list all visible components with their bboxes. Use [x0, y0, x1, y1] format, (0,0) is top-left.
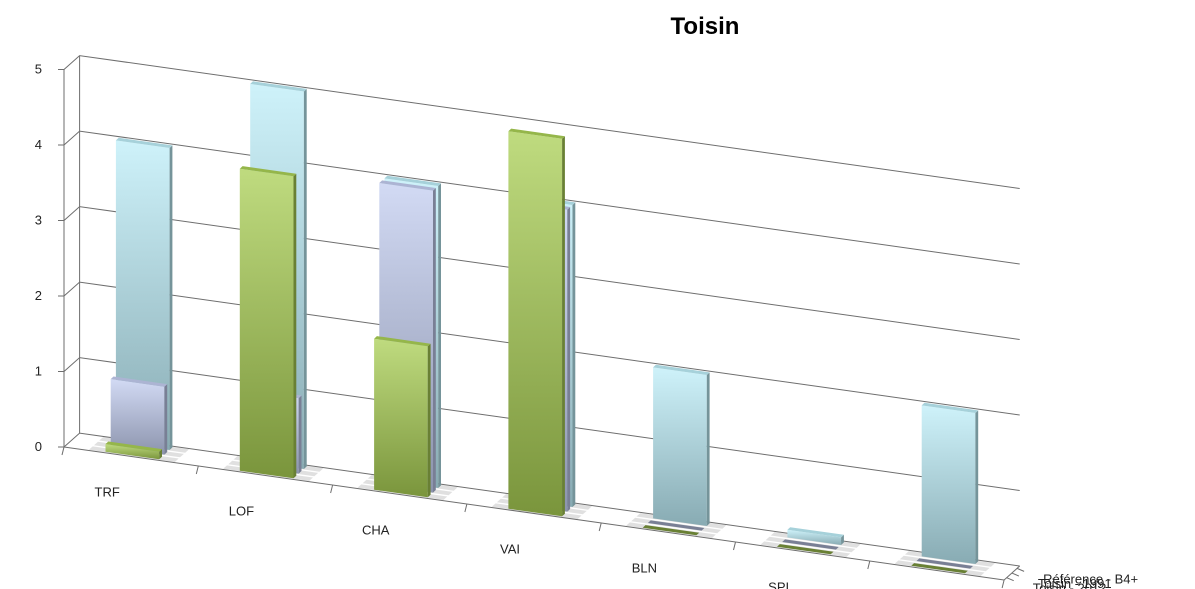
- depth-tick: [1011, 572, 1020, 577]
- y-tick-label: 3: [35, 213, 42, 228]
- series-label: Toisin - 1991: [1038, 576, 1112, 589]
- bar-front: [921, 405, 976, 564]
- series-label: Référence - B4+: [1043, 571, 1138, 586]
- y-tick-label: 4: [35, 137, 42, 152]
- bar: [770, 527, 861, 548]
- category-label: SPI: [768, 580, 789, 589]
- bar-front: [508, 131, 563, 517]
- bar: [905, 402, 995, 567]
- bar-side: [567, 207, 571, 512]
- bar-top: [374, 336, 431, 347]
- bar-side: [164, 384, 168, 455]
- bar-base: [916, 558, 973, 569]
- bar: [765, 536, 856, 553]
- bar-side: [427, 343, 431, 498]
- category-label: TRF: [95, 485, 120, 500]
- axis-labels: 012345TRFLOFCHAVAIBLNSPIGOUToisin - 2012…: [35, 62, 1138, 589]
- bar: [894, 560, 985, 576]
- y-tick-label: 0: [35, 439, 42, 454]
- x-tick: [598, 522, 602, 532]
- bar-top: [110, 376, 168, 387]
- x-tick: [61, 446, 65, 456]
- bar-base: [647, 520, 705, 531]
- x-axis-line: [63, 446, 1005, 581]
- plot-area: [88, 81, 995, 576]
- depth-axis-line: [1003, 565, 1021, 581]
- bar-top: [508, 128, 565, 139]
- bar-side: [159, 449, 162, 460]
- bar-side: [169, 145, 173, 450]
- bar-side: [303, 88, 307, 470]
- category-label: VAI: [500, 542, 520, 557]
- y-tick-label: 5: [35, 62, 42, 77]
- bar: [760, 541, 851, 557]
- bar-base: [782, 539, 839, 550]
- category-label: LOF: [229, 504, 254, 519]
- x-tick: [195, 465, 199, 475]
- category-label: CHA: [362, 523, 390, 538]
- bar-top: [250, 81, 307, 92]
- bar: [223, 166, 313, 481]
- bar-front: [787, 529, 842, 545]
- bar: [631, 517, 722, 534]
- bar-side: [975, 410, 979, 564]
- chart-grid: [58, 55, 1025, 589]
- bar-base: [642, 525, 700, 536]
- bar: [899, 555, 990, 572]
- bar-top: [239, 166, 297, 177]
- bar: [626, 522, 716, 538]
- category-label: BLN: [632, 561, 657, 576]
- bar-front: [239, 168, 294, 479]
- bar: [491, 128, 582, 519]
- bar-side: [572, 202, 576, 507]
- bar-front: [374, 338, 428, 498]
- bar-front: [110, 379, 165, 455]
- x-tick: [1001, 579, 1005, 589]
- x-tick: [867, 560, 871, 570]
- bar-top: [787, 527, 844, 538]
- x-tick: [733, 541, 736, 551]
- bar-base: [777, 544, 834, 555]
- bar-front: [653, 367, 707, 526]
- bar-front: [105, 444, 160, 460]
- bar-front: [115, 140, 170, 450]
- bar-top: [105, 441, 162, 452]
- bar-top: [115, 137, 173, 148]
- bar: [636, 364, 727, 529]
- x-tick: [330, 484, 334, 494]
- bar-base: [911, 563, 968, 574]
- bar-top: [921, 402, 979, 413]
- bar-side: [433, 188, 436, 493]
- bar-top: [379, 180, 436, 191]
- y-tick-label: 1: [35, 364, 42, 379]
- x-tick: [464, 503, 468, 513]
- bar-side: [298, 395, 302, 474]
- bar-side: [293, 173, 297, 479]
- bar-side: [438, 183, 441, 488]
- bar-top: [384, 175, 441, 186]
- depth-tick: [1006, 577, 1014, 582]
- chart-title: Toisin: [671, 13, 740, 40]
- bar: [88, 441, 179, 462]
- depth-tick: [1016, 567, 1025, 572]
- bar-side: [706, 372, 710, 526]
- bar-top: [653, 364, 710, 375]
- y-tick-label: 2: [35, 288, 42, 303]
- bar-side: [562, 136, 565, 517]
- series-label: Toisin - 2012: [1033, 581, 1107, 589]
- bar: [357, 336, 448, 500]
- bar-side: [841, 534, 844, 545]
